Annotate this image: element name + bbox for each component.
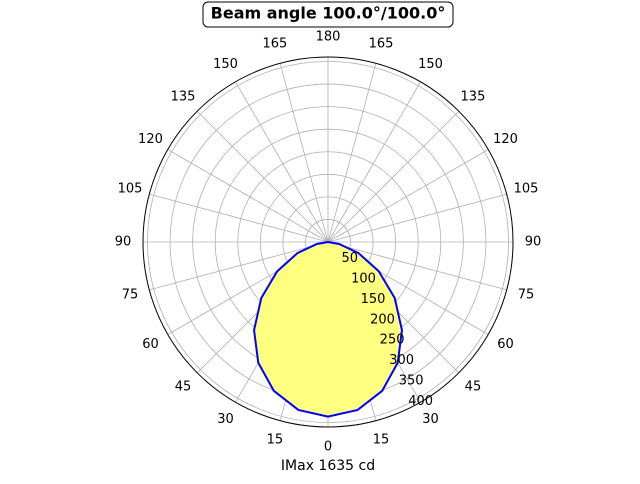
r-tick-label: 350	[399, 374, 424, 389]
theta-tick-label: 15	[267, 433, 284, 448]
r-tick-label: 400	[408, 394, 433, 409]
theta-tick-label: 60	[497, 337, 514, 352]
grid-spoke	[327, 241, 507, 291]
r-tick-label: 250	[380, 333, 405, 348]
grid-spoke	[279, 63, 329, 243]
r-tick-label: 200	[370, 312, 395, 327]
theta-tick-label: 120	[493, 132, 518, 147]
grid-spoke	[235, 81, 329, 243]
grid-spoke	[327, 63, 377, 243]
outer-frame	[142, 56, 514, 428]
theta-tick-label: 60	[142, 337, 159, 352]
grid-spoke	[149, 193, 329, 243]
grid-spoke	[327, 193, 507, 243]
theta-tick-label: 0	[324, 440, 332, 455]
r-tick-label: 150	[361, 292, 386, 307]
theta-tick-label: 75	[122, 288, 139, 303]
theta-tick-label: 165	[369, 36, 394, 51]
theta-tick-label: 15	[373, 433, 390, 448]
grid-spoke	[167, 149, 329, 243]
theta-tick-label: 30	[422, 412, 439, 427]
theta-tick-label: 105	[118, 181, 143, 196]
theta-tick-label: 120	[138, 132, 163, 147]
theta-tick-label: 180	[316, 30, 341, 45]
x-axis-label: IMax 1635 cd	[281, 458, 375, 474]
theta-tick-label: 135	[461, 90, 486, 105]
theta-tick-label: 90	[525, 235, 542, 250]
theta-tick-label: 45	[175, 379, 192, 394]
line	[253, 240, 403, 418]
area	[254, 242, 402, 417]
grid-spoke	[327, 149, 489, 243]
grid-spoke	[327, 81, 421, 243]
theta-tick-label: 150	[418, 57, 443, 72]
title-box	[202, 1, 454, 28]
chart-title: Beam angle 100.0°/100.0°	[211, 4, 446, 23]
r-tick-label: 100	[351, 271, 376, 286]
theta-tick-label: 45	[465, 379, 482, 394]
theta-tick-label: 165	[263, 36, 288, 51]
grid-spoke	[196, 110, 329, 243]
grid-spoke	[149, 241, 329, 291]
theta-tick-label: 105	[514, 181, 539, 196]
r-tick-label: 50	[342, 251, 359, 266]
theta-tick-label: 90	[115, 235, 132, 250]
r-tick-label: 300	[389, 353, 414, 368]
theta-tick-label: 135	[171, 90, 196, 105]
theta-tick-label: 150	[213, 57, 238, 72]
grid-spoke	[327, 110, 460, 243]
theta-tick-label: 75	[518, 288, 535, 303]
theta-tick-label: 30	[217, 412, 234, 427]
